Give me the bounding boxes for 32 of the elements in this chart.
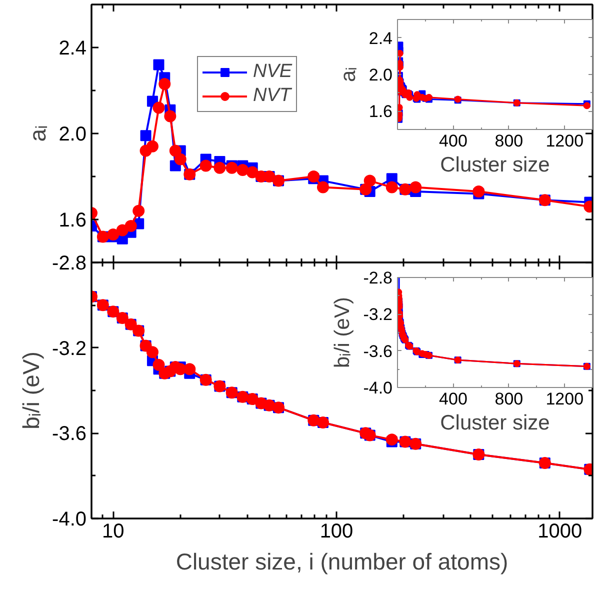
y-tick-label: 2.0: [58, 124, 87, 146]
y-tick-label: 2.4: [58, 38, 87, 60]
x-tick-label: 800: [494, 390, 524, 408]
y-tick-label: 2.4: [368, 28, 393, 48]
y-tick-label: -3.6: [363, 342, 393, 361]
x-tick-label: 100: [320, 520, 354, 542]
y-tick-label: -4.0: [52, 508, 87, 530]
x-axis-title: Cluster size, i (number of atoms): [176, 548, 508, 574]
y-tick-label: -3.2: [363, 305, 393, 324]
y-tick-label: 2.0: [368, 66, 393, 84]
y-axis-title: bᵢ/i (eV): [331, 296, 354, 368]
y-axis-title: aᵢ: [24, 125, 51, 142]
x-tick-label: 400: [439, 132, 468, 150]
x-axis-title: Cluster size: [440, 154, 550, 176]
legend-label: NVE: [253, 61, 292, 83]
y-tick-label: -2.8: [52, 252, 87, 274]
x-tick-label: 1200: [546, 132, 584, 150]
x-tick-label: 400: [439, 390, 468, 408]
y-tick-label: 1.6: [368, 102, 393, 122]
y-tick-label: -3.6: [52, 423, 87, 446]
y-tick-label: 1.6: [58, 210, 87, 232]
y-axis-title: aᵢ: [336, 67, 360, 82]
y-tick-label: -4.0: [363, 378, 393, 398]
x-tick-label: 10: [102, 520, 124, 542]
x-tick-label: 1000: [538, 520, 582, 542]
y-axis-title: bᵢ/i (eV): [18, 352, 44, 430]
y-tick-label: -3.2: [52, 338, 87, 360]
x-tick-label: 800: [494, 132, 524, 150]
y-tick-label: -2.8: [363, 268, 393, 288]
x-tick-label: 1200: [546, 390, 584, 408]
legend-label: NVT: [253, 85, 291, 107]
x-axis-title: Cluster size: [440, 412, 550, 434]
